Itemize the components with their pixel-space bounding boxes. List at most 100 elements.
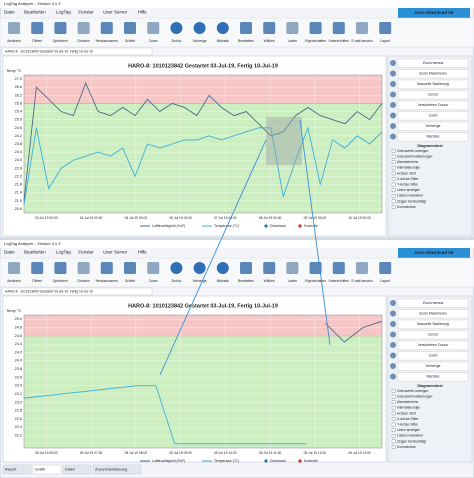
side-button[interactable] xyxy=(397,79,469,89)
toolbar-icon[interactable] xyxy=(263,262,276,274)
option-checkbox[interactable] xyxy=(391,188,396,192)
bottom-tab-label[interactable]: Zusammenfassung xyxy=(95,468,127,472)
toolbar-icon[interactable] xyxy=(54,22,67,34)
menu-item[interactable]: Fenster xyxy=(78,250,94,255)
option-label[interactable]: Linien anzeigen xyxy=(397,428,420,432)
option-checkbox[interactable] xyxy=(391,417,396,421)
option-checkbox[interactable] xyxy=(391,182,396,187)
side-button[interactable] xyxy=(397,298,469,308)
option-label[interactable]: X-Achse Gitter xyxy=(397,417,419,421)
option-checkbox[interactable] xyxy=(391,160,396,164)
toolbar-icon[interactable] xyxy=(100,22,113,34)
option-label[interactable]: Grenzwerte anzeigen xyxy=(397,149,429,153)
option-label[interactable]: Grenzwertmarkierungen xyxy=(397,154,433,158)
side-button-label[interactable]: Nächste xyxy=(427,135,440,139)
bottom-tab-label[interactable]: Daten xyxy=(65,468,75,472)
auto-download-button[interactable] xyxy=(398,8,470,18)
toolbar-icon[interactable] xyxy=(147,22,160,34)
option-label[interactable]: Lücken markieren xyxy=(397,434,423,438)
side-button-label[interactable]: Verschieben Cursor xyxy=(418,103,450,107)
option-checkbox[interactable] xyxy=(391,411,396,416)
bottom-tab[interactable] xyxy=(62,464,92,475)
toolbar-label[interactable]: Wählen xyxy=(264,39,275,43)
toolbar-label[interactable]: Eigenschaften xyxy=(305,279,326,283)
toolbar-icon[interactable] xyxy=(263,22,276,34)
option-checkbox[interactable] xyxy=(391,394,396,399)
toolbar-icon[interactable] xyxy=(240,22,252,34)
toolbar-icon[interactable] xyxy=(332,22,345,34)
side-button[interactable] xyxy=(397,372,469,382)
side-button-label[interactable]: Manuelle Skalierung xyxy=(417,322,449,326)
option-checkbox[interactable] xyxy=(391,199,396,204)
side-button[interactable] xyxy=(397,69,469,79)
toolbar-label[interactable]: Zurück xyxy=(171,279,181,283)
option-checkbox[interactable] xyxy=(391,205,396,209)
toolbar-icon[interactable] xyxy=(379,262,392,274)
toolbar-label[interactable]: Wählen xyxy=(264,279,275,283)
option-checkbox[interactable] xyxy=(391,445,396,449)
side-button[interactable] xyxy=(397,100,469,110)
toolbar-label[interactable]: Unterschriften xyxy=(329,39,350,43)
tab[interactable] xyxy=(1,287,153,296)
side-button-label[interactable]: Cursor xyxy=(428,93,439,97)
option-checkbox[interactable] xyxy=(391,149,396,153)
toolbar-icon[interactable] xyxy=(216,262,229,274)
menu-item[interactable]: Datei xyxy=(4,10,15,15)
toolbar-icon[interactable] xyxy=(170,22,183,34)
toolbar-icon[interactable] xyxy=(309,22,322,34)
side-button[interactable] xyxy=(397,340,469,350)
option-label[interactable]: Alarmbereiche xyxy=(397,160,418,164)
option-label[interactable]: Lücken markieren xyxy=(397,194,423,198)
menu-item[interactable]: LogTag xyxy=(56,10,71,15)
side-button[interactable] xyxy=(397,111,469,121)
option-checkbox[interactable] xyxy=(391,171,396,176)
toolbar-icon[interactable] xyxy=(286,262,299,274)
toolbar-icon[interactable] xyxy=(240,262,252,274)
option-label[interactable]: Achsen nicht xyxy=(397,411,416,415)
toolbar-label[interactable]: E-mail senden xyxy=(351,279,372,283)
toolbar-label[interactable]: Drucken xyxy=(77,279,89,283)
toolbar-label[interactable]: Vorherige xyxy=(193,279,207,283)
side-button[interactable] xyxy=(397,90,469,100)
toolbar-label[interactable]: Layout xyxy=(380,279,390,283)
toolbar-icon[interactable] xyxy=(124,262,136,274)
option-label[interactable]: Zeigen bei Bestätigt xyxy=(397,199,426,203)
side-button-label[interactable]: Cursor xyxy=(428,333,439,337)
toolbar-label[interactable]: Auslesen xyxy=(7,39,21,43)
option-label[interactable]: Grenzwerte anzeigen xyxy=(397,389,429,393)
menu-item[interactable]: Hilfe xyxy=(138,250,147,255)
toolbar-label[interactable]: Speichern xyxy=(53,39,68,43)
option-label[interactable]: Y-Achse Gitter xyxy=(397,422,419,426)
side-button-label[interactable]: Vorherige xyxy=(426,364,441,368)
toolbar-label[interactable]: Bearbeiten xyxy=(238,39,254,43)
toolbar-label[interactable]: Bearbeiten xyxy=(238,279,254,283)
option-checkbox[interactable] xyxy=(391,166,396,170)
toolbar-icon[interactable] xyxy=(31,262,44,274)
bottom-tab[interactable] xyxy=(92,464,142,475)
toolbar-label[interactable]: Laden xyxy=(288,279,297,283)
toolbar-label[interactable]: Zurück xyxy=(171,39,181,43)
auto-download-button[interactable] xyxy=(398,248,470,258)
menu-item[interactable]: Bearbeiten xyxy=(24,10,46,15)
option-checkbox[interactable] xyxy=(391,194,396,198)
toolbar-label[interactable]: Nächste xyxy=(217,279,229,283)
side-button[interactable] xyxy=(397,361,469,371)
side-button-label[interactable]: Verschieben Cursor xyxy=(418,343,450,347)
side-button[interactable] xyxy=(397,132,469,142)
side-button-label[interactable]: Zoom xyxy=(429,354,438,358)
bottom-tab[interactable] xyxy=(32,464,62,475)
tab-label[interactable]: HARO-8 - 1010123842 Gestartet 03-Jul-19,… xyxy=(5,49,93,53)
menu-item[interactable]: LogTag xyxy=(56,250,71,255)
toolbar-icon[interactable] xyxy=(379,22,392,34)
menu-item[interactable]: Datei xyxy=(4,250,15,255)
tab-label[interactable]: HARO-8 - 1010123842 Gestartet 03-Jul-19,… xyxy=(5,289,93,293)
menu-item[interactable]: Bearbeiten xyxy=(24,250,46,255)
toolbar-icon[interactable] xyxy=(309,262,322,274)
toolbar-label[interactable]: Herauszoomen xyxy=(96,39,119,43)
toolbar-label[interactable]: Unterschriften xyxy=(329,279,350,283)
menu-item[interactable]: Fenster xyxy=(78,10,94,15)
toolbar-icon[interactable] xyxy=(124,22,136,34)
option-label[interactable]: Linien anzeigen xyxy=(397,188,420,192)
toolbar-icon[interactable] xyxy=(356,262,368,274)
option-checkbox[interactable] xyxy=(391,439,396,444)
